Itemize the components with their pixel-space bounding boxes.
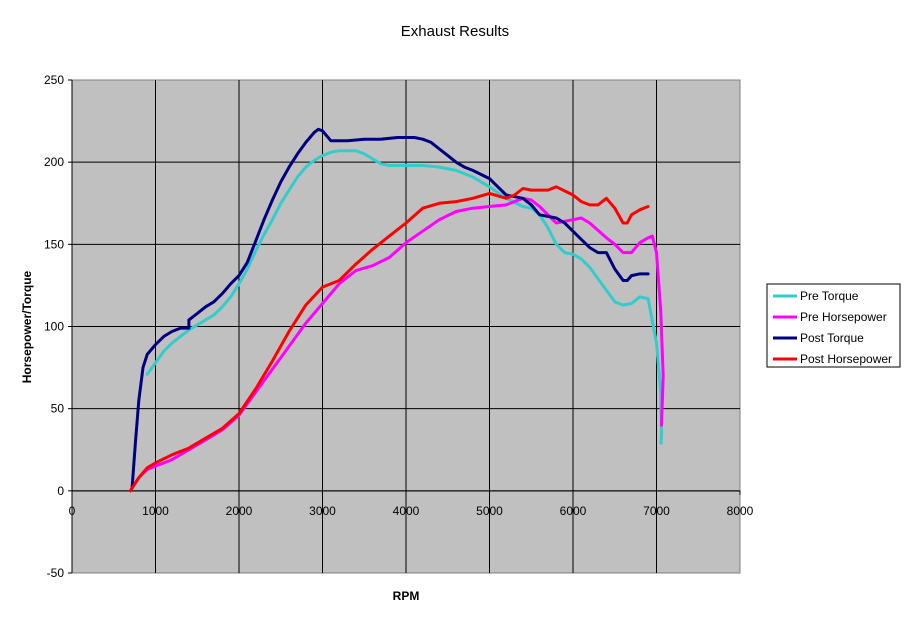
x-tick-label: 8000 <box>727 504 754 518</box>
y-tick-label: 200 <box>44 155 64 169</box>
x-tick-label: 0 <box>69 504 76 518</box>
y-tick-label: 0 <box>57 484 64 498</box>
x-tick-label: 6000 <box>560 504 587 518</box>
legend-items: Pre Torque Pre Horsepower Post Torque Post … <box>773 289 892 366</box>
series-line-post-horsepower <box>128 185 650 493</box>
legend-label: Post Torque <box>800 331 864 345</box>
y-axis-title: Horsepower/Torque <box>20 270 34 383</box>
x-tick-label: 1000 <box>142 504 169 518</box>
series-line-post-torque <box>130 127 650 489</box>
y-tick-label: 50 <box>51 402 65 416</box>
y-tick-label: -50 <box>47 566 65 580</box>
chart-title: Exhaust Results <box>401 23 509 40</box>
legend: Pre Torque Pre Horsepower Post Torque Post … <box>766 283 901 368</box>
y-tick-labels: -50 0 50 100 150 200 250 <box>44 73 64 580</box>
x-tick-label: 2000 <box>226 504 253 518</box>
y-tick-label: 100 <box>44 320 64 334</box>
legend-label: Pre Horsepower <box>800 310 887 324</box>
series-line-pre-torque <box>145 149 663 445</box>
x-tick-label: 4000 <box>393 504 420 518</box>
legend-label: Pre Torque <box>800 289 859 303</box>
legend-box <box>766 283 901 368</box>
y-tick-label: 150 <box>44 237 64 251</box>
axes <box>68 79 741 574</box>
series-lines <box>128 127 665 493</box>
y-tick-label: 250 <box>44 73 64 87</box>
x-axis-title: RPM <box>393 589 420 603</box>
x-tick-labels: 0 1000 2000 3000 4000 5000 6000 7000 8000 <box>69 504 754 518</box>
legend-label: Post Horsepower <box>800 352 892 366</box>
x-tick-label: 5000 <box>476 504 503 518</box>
x-tick-label: 3000 <box>309 504 336 518</box>
x-tick-label: 7000 <box>643 504 670 518</box>
